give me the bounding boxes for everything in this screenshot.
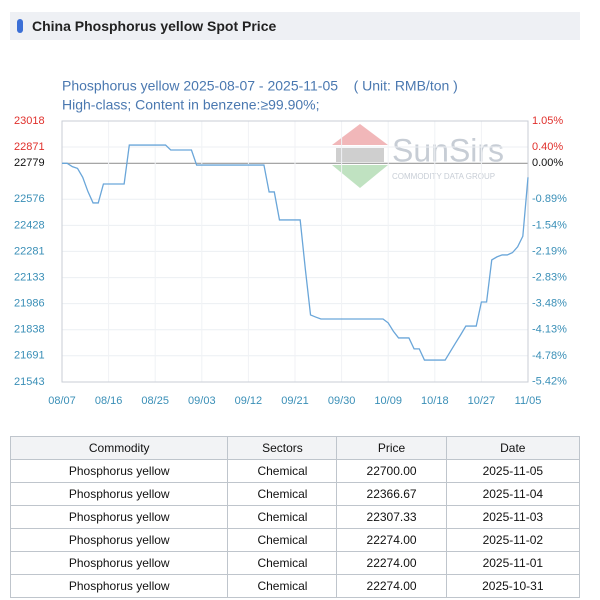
header: China Phosphorus yellow Spot Price [10, 12, 580, 40]
y-tick-label: 22871 [14, 141, 45, 153]
table-cell: Phosphorus yellow [9, 574, 229, 598]
header-icon [17, 19, 23, 33]
x-tick-label: 10/09 [374, 395, 402, 407]
table-cell: 22700.00 [336, 459, 447, 483]
y-tick-label: 21691 [14, 350, 45, 362]
y-tick-label: 22133 [14, 272, 45, 284]
table-row: Phosphorus yellow Chemical 22274.00 2025-11… [9, 528, 581, 552]
watermark-tagline: COMMODITY DATA GROUP [392, 172, 495, 181]
x-tick-label: 09/12 [235, 395, 263, 407]
table-row: Phosphorus yellow Chemical 22307.33 2025-11… [9, 505, 581, 529]
table-cell: 22274.00 [336, 551, 447, 575]
table-cell: 2025-11-05 [445, 459, 581, 483]
table-cell: 22307.33 [336, 505, 447, 529]
x-tick-label: 09/21 [281, 395, 309, 407]
table-cell: 2025-11-03 [445, 505, 581, 529]
table-cell: 22366.67 [336, 482, 447, 506]
column-header: Date [445, 436, 581, 460]
table-row: Phosphorus yellow Chemical 22366.67 2025-11… [9, 482, 581, 506]
y2-tick-label: -4.13% [532, 324, 567, 336]
table-cell: Chemical [227, 459, 338, 483]
y2-tick-label: -3.48% [532, 297, 567, 309]
price-line [62, 144, 529, 361]
y2-tick-label: -5.42% [532, 376, 567, 388]
table-row: Phosphorus yellow Chemical 22700.00 2025-11… [9, 459, 581, 483]
x-tick-label: 08/16 [95, 395, 123, 407]
chart: SunSirs COMMODITY DATA GROUP Phosphorus … [14, 78, 567, 407]
y2-tick-label: 0.00% [532, 157, 563, 169]
table-header-row: Commodity Sectors Price Date [9, 436, 581, 460]
table-cell: 2025-11-01 [445, 551, 581, 575]
table-cell: Chemical [227, 574, 338, 598]
y2-tick-label: 1.05% [532, 115, 563, 127]
y-tick-label: 22428 [14, 219, 45, 231]
watermark-brand: SunSirs [392, 132, 504, 168]
plot-frame [61, 120, 529, 383]
table-cell: 2025-10-31 [445, 574, 581, 598]
y2-tick-label: 0.40% [532, 141, 563, 153]
table-cell: Chemical [227, 505, 338, 529]
y2-tick-label: -0.89% [532, 193, 567, 205]
table-cell: 2025-11-02 [445, 528, 581, 552]
x-tick-label: 11/05 [515, 395, 542, 407]
y-tick-label: 23018 [14, 115, 45, 127]
y2-tick-label: -4.78% [532, 350, 567, 362]
table-cell: Phosphorus yellow [9, 505, 229, 529]
y-tick-label: 21986 [14, 298, 45, 310]
header-title: China Phosphorus yellow Spot Price [32, 18, 277, 34]
y-tick-label: 22576 [14, 193, 45, 205]
table-cell: 22274.00 [336, 574, 447, 598]
price-table: Commodity Sectors Price Date Phosphorus yell… [9, 436, 581, 598]
table-cell: Chemical [227, 482, 338, 506]
chart-subtitle: High-class; Content in benzene:≥99.90%; [62, 97, 320, 113]
column-header: Price [336, 436, 447, 460]
y-tick-label: 21543 [14, 376, 45, 388]
x-tick-label: 10/27 [468, 395, 496, 407]
y2-tick-label: -2.19% [532, 245, 567, 257]
x-tick-label: 09/03 [188, 395, 216, 407]
x-tick-label: 08/25 [141, 395, 169, 407]
table-cell: Phosphorus yellow [9, 551, 229, 575]
table-cell: Chemical [227, 551, 338, 575]
table-row: Phosphorus yellow Chemical 22274.00 2025-10… [9, 574, 581, 598]
table-cell: Chemical [227, 528, 338, 552]
table-row: Phosphorus yellow Chemical 22274.00 2025-11… [9, 551, 581, 575]
x-tick-label: 10/18 [421, 395, 449, 407]
y-tick-label: 21838 [14, 324, 45, 336]
y-tick-label: 22779 [14, 157, 45, 169]
y-tick-label: 22281 [14, 245, 45, 257]
table-cell: Phosphorus yellow [9, 528, 229, 552]
table-cell: 22274.00 [336, 528, 447, 552]
y2-tick-label: -2.83% [532, 271, 567, 283]
column-header: Commodity [9, 436, 229, 460]
x-tick-label: 08/07 [48, 395, 76, 407]
column-header: Sectors [227, 436, 338, 460]
x-tick-label: 09/30 [328, 395, 356, 407]
table-cell: 2025-11-04 [445, 482, 581, 506]
chart-title: Phosphorus yellow 2025-08-07 - 2025-11-0… [62, 78, 458, 94]
table-cell: Phosphorus yellow [9, 482, 229, 506]
table-cell: Phosphorus yellow [9, 459, 229, 483]
watermark-logo [332, 124, 388, 188]
y2-tick-label: -1.54% [532, 219, 567, 231]
